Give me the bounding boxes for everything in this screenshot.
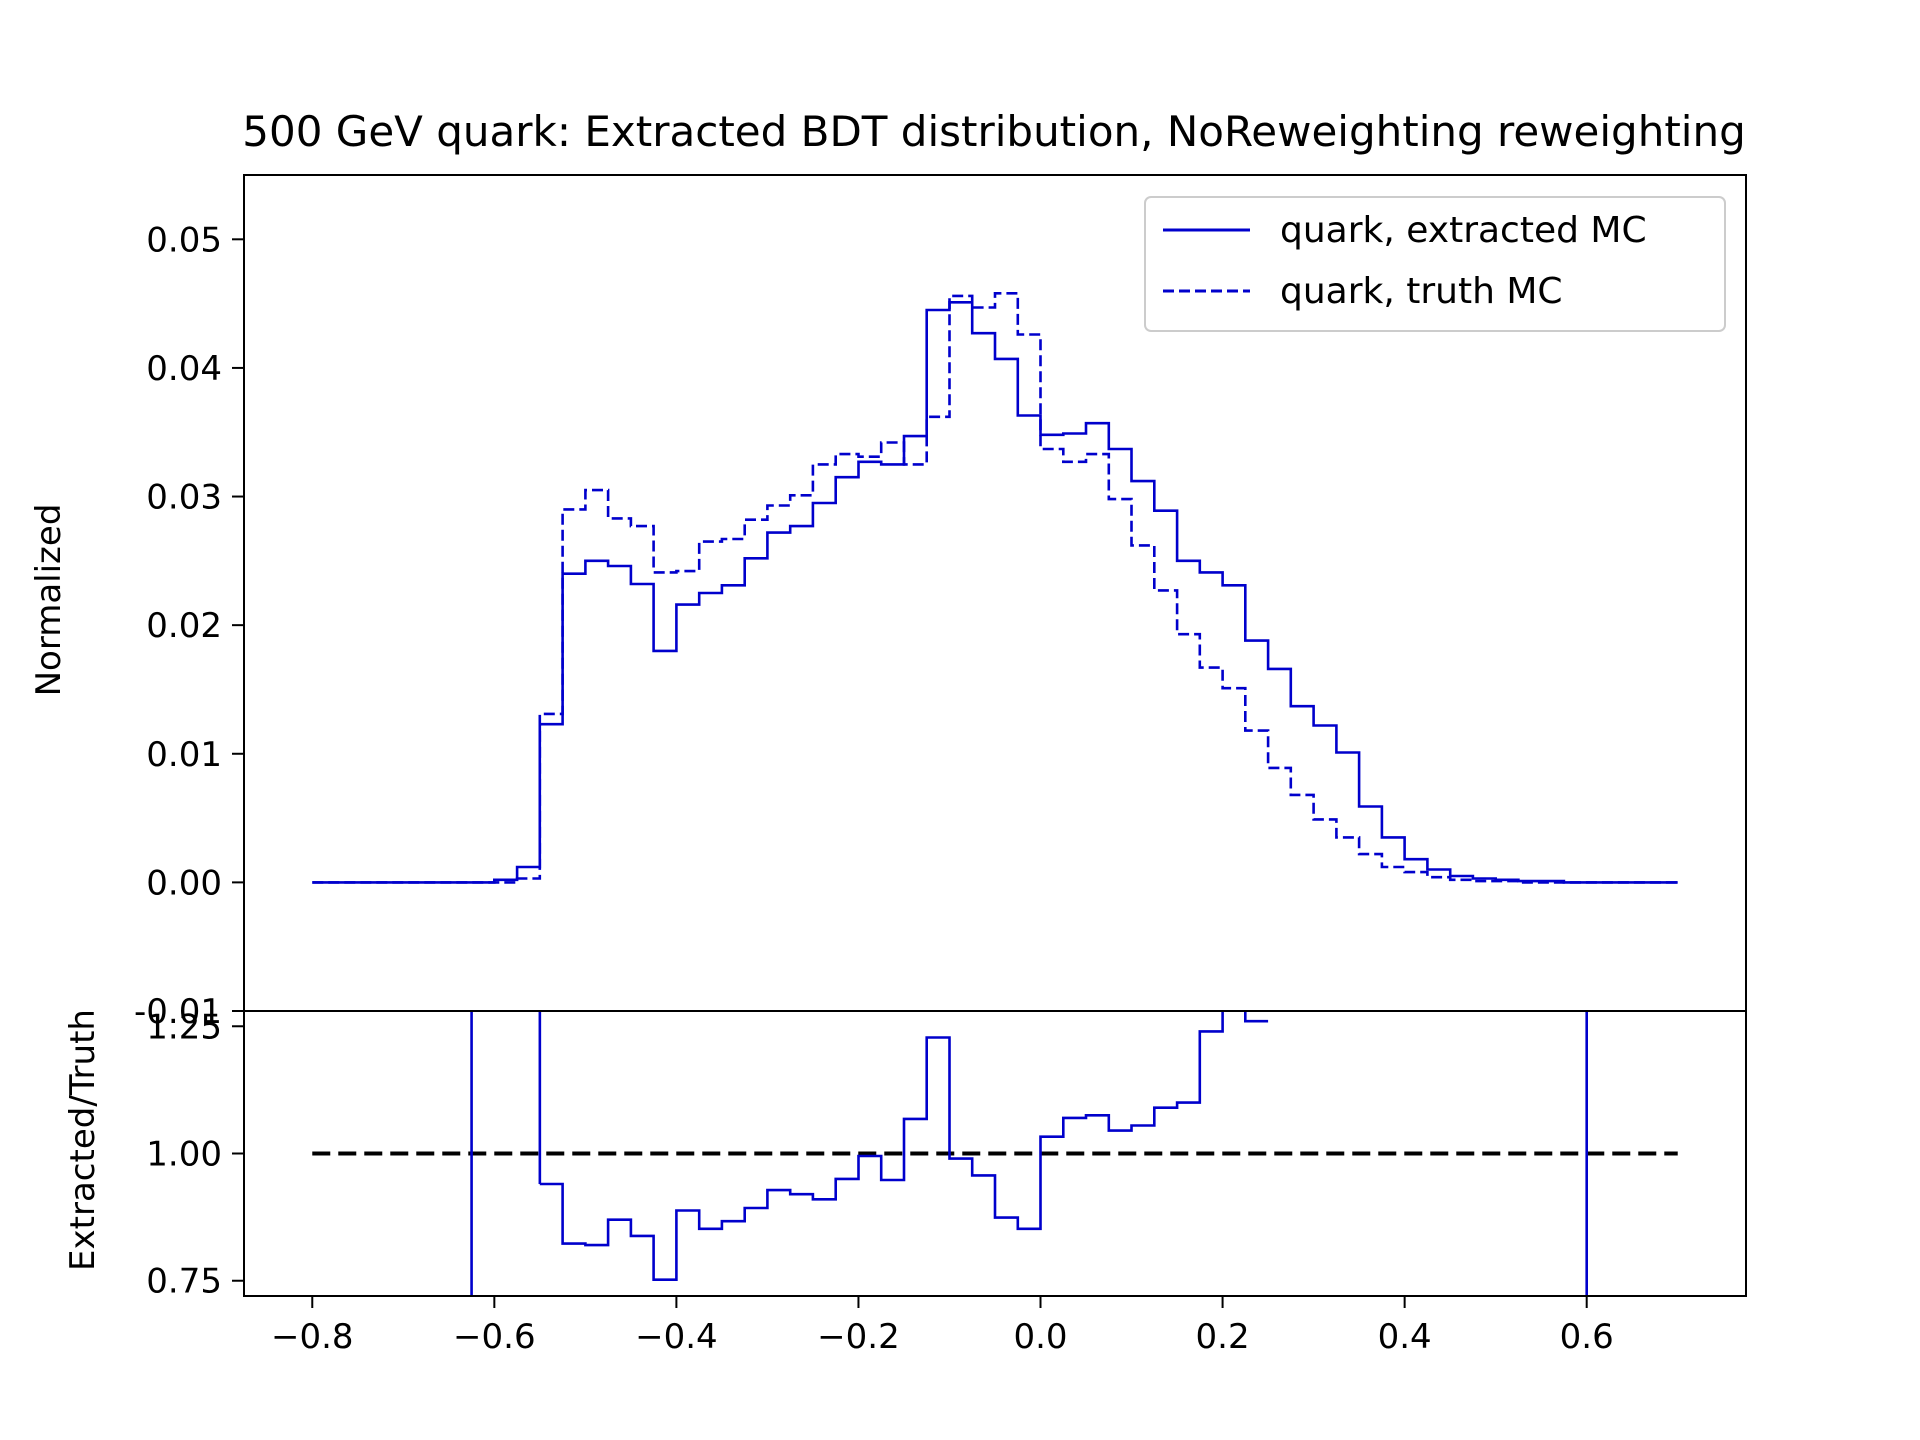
main-y-tick-label: 0.03 [146,478,222,518]
main-y-tick-label: 0.02 [146,606,222,646]
x-tick-label: −0.6 [453,1317,536,1357]
x-tick-label: 0.2 [1196,1317,1250,1357]
x-tick-label: 0.6 [1560,1317,1614,1357]
ratio-plot-frame [243,1010,1747,1297]
legend: quark, extracted MC quark, truth MC [1144,196,1726,332]
main-y-tick-label: 0.00 [146,863,222,903]
chart-title: 500 GeV quark: Extracted BDT distributio… [242,107,1745,156]
main-y-axis-label: Normalized [29,504,69,697]
ratio-y-tick-label: 0.75 [146,1262,222,1302]
ratio-y-tick-label: 1.00 [146,1135,222,1175]
main-panel: 0.00 0.01 0.02 0.03 0.04 0.05 -0.01 Normalized… [29,174,1747,1032]
x-tick-label: −0.2 [817,1317,900,1357]
ratio-y-axis-label: Extracted/Truth [63,1009,103,1271]
x-tick-label: 0.4 [1378,1317,1432,1357]
series-extracted-line [312,301,1678,884]
x-tick-label: −0.4 [635,1317,718,1357]
legend-label-truth: quark, truth MC [1280,271,1563,312]
legend-label-extracted: quark, extracted MC [1280,210,1647,251]
legend-frame [1144,196,1726,332]
x-tick-label: −0.8 [271,1317,354,1357]
ratio-line [539,1011,1269,1281]
series-truth-line [312,292,1678,884]
main-y-tick-label: 0.05 [146,220,222,260]
ratio-y-tick-label: 1.25 [146,1007,222,1047]
ratio-panel: 0.75 1.00 1.25 −0.8 −0.6 −0.4 −0.2 0.0 0.2 0.4 0.… [63,1007,1747,1357]
x-tick-label: 0.0 [1013,1317,1067,1357]
main-y-tick-label: 0.01 [146,735,222,775]
main-y-tick-label: -0.01 [134,992,222,1032]
main-y-tick-label: 0.04 [146,349,222,389]
